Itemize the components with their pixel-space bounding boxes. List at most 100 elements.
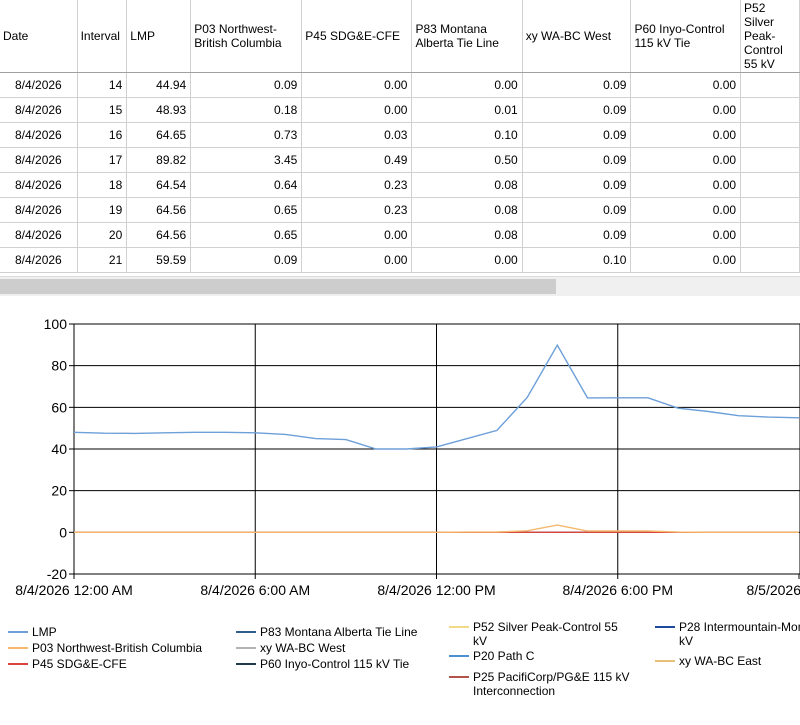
horizontal-scrollbar[interactable] [0, 276, 800, 296]
legend-item: P25 PacifiCorp/PG&E 115 kV Interconnectio… [449, 670, 630, 698]
cell-p52 [740, 147, 800, 173]
cell-lmp: 64.54 [126, 172, 192, 198]
y-tick-label: 60 [51, 399, 67, 415]
cell-p52 [740, 72, 800, 98]
cell-interval: 21 [77, 247, 128, 273]
y-tick-label: 40 [51, 441, 67, 457]
legend-item: P20 Path C [449, 649, 535, 663]
line-chart: 100 80 60 40 20 0 -20 8/4/2026 12:00 AM 8/4/202… [8, 316, 800, 698]
table-row[interactable]: 8/4/2026 16 64.65 0.73 0.03 0.10 0.09 0.00 [0, 122, 800, 148]
column-header-interval[interactable]: Interval [77, 0, 128, 73]
cell-p83: 0.50 [411, 147, 523, 173]
legend-item: LMP [8, 625, 57, 639]
cell-p83: 0.00 [411, 247, 523, 273]
legend-label: P83 Montana Alberta Tie Line [260, 625, 418, 639]
cell-date: 8/4/2026 [0, 72, 78, 98]
series-line [73, 343, 800, 450]
cell-p60: 0.00 [630, 247, 742, 273]
cell-p45: 0.00 [301, 247, 413, 273]
legend-item: xy WA-BC East [655, 654, 762, 668]
cell-xy: 0.09 [522, 72, 632, 98]
column-header-p45[interactable]: P45 SDG&E-CFE [301, 0, 413, 73]
x-tick-label: 8/4/2026 12:00 PM [377, 582, 495, 598]
cell-p45: 0.00 [301, 72, 413, 98]
cell-p60: 0.00 [630, 172, 742, 198]
y-tick-label: 20 [51, 483, 67, 499]
column-header-p03[interactable]: P03 Northwest-British Columbia [190, 0, 303, 73]
legend-item: P60 Inyo-Control 115 kV Tie [236, 657, 410, 671]
column-header-date[interactable]: Date [0, 0, 78, 73]
cell-p83: 0.10 [411, 122, 523, 148]
series-line [74, 524, 799, 534]
grid-body: 8/4/2026 14 44.94 0.09 0.00 0.00 0.09 0.00 8/4/2… [0, 72, 800, 273]
table-row[interactable]: 8/4/2026 17 89.82 3.45 0.49 0.50 0.09 0.00 [0, 147, 800, 173]
table-row[interactable]: 8/4/2026 18 64.54 0.64 0.23 0.08 0.09 0.00 [0, 172, 800, 198]
x-tick-label: 8/4/2026 6:00 AM [200, 582, 310, 598]
cell-p03: 0.65 [190, 222, 303, 248]
legend-label: LMP [32, 625, 57, 639]
cell-p60: 0.00 [630, 72, 742, 98]
cell-lmp: 44.94 [126, 72, 192, 98]
table-row[interactable]: 8/4/2026 15 48.93 0.18 0.00 0.01 0.09 0.00 [0, 97, 800, 123]
cell-p52 [740, 97, 800, 123]
data-grid[interactable]: Date Interval LMP P03 Northwest-British Col… [0, 0, 800, 296]
cell-p52 [740, 197, 800, 223]
legend-item: P45 SDG&E-CFE [8, 657, 127, 671]
legend-item: P03 Northwest-British Columbia [8, 641, 202, 655]
legend-label: P03 Northwest-British Columbia [32, 641, 202, 655]
grid-header-row: Date Interval LMP P03 Northwest-British Col… [0, 0, 800, 73]
legend-label: P52 Silver Peak-Control 55 kV [473, 620, 618, 648]
cell-p60: 0.00 [630, 197, 742, 223]
legend-item: xy WA-BC West [236, 641, 346, 655]
cell-interval: 18 [77, 172, 128, 198]
legend-label: P45 SDG&E-CFE [32, 657, 127, 671]
cell-p83: 0.00 [411, 72, 523, 98]
cell-lmp: 89.82 [126, 147, 192, 173]
column-header-xy[interactable]: xy WA-BC West [522, 0, 632, 73]
cell-p45: 0.23 [301, 172, 413, 198]
cell-p03: 0.09 [190, 247, 303, 273]
table-row[interactable]: 8/4/2026 19 64.56 0.65 0.23 0.08 0.09 0.00 [0, 197, 800, 223]
cell-p03: 0.65 [190, 197, 303, 223]
cell-p83: 0.08 [411, 222, 523, 248]
table-row[interactable]: 8/4/2026 14 44.94 0.09 0.00 0.00 0.09 0.00 [0, 72, 800, 98]
y-tick-label: -20 [47, 566, 67, 582]
x-tick-label: 8/4/2026 12:00 AM [15, 582, 133, 598]
legend-label: P28 Intermountain-Mona 345kV [679, 620, 800, 648]
cell-p45: 0.23 [301, 197, 413, 223]
cell-date: 8/4/2026 [0, 122, 78, 148]
cell-interval: 19 [77, 197, 128, 223]
y-tick-label: 0 [59, 524, 67, 540]
table-row[interactable]: 8/4/2026 21 59.59 0.09 0.00 0.00 0.10 0.00 [0, 247, 800, 273]
cell-xy: 0.09 [522, 172, 632, 198]
cell-lmp: 64.65 [126, 122, 192, 148]
cell-interval: 17 [77, 147, 128, 173]
column-header-p60[interactable]: P60 Inyo-Control 115 kV Tie [630, 0, 742, 73]
column-header-p52[interactable]: P52 Silver Peak-Control 55 kV [740, 0, 800, 73]
cell-p52 [740, 122, 800, 148]
cell-date: 8/4/2026 [0, 97, 78, 123]
legend-label: xy WA-BC West [260, 641, 346, 655]
cell-p60: 0.00 [630, 222, 742, 248]
cell-xy: 0.09 [522, 147, 632, 173]
cell-xy: 0.10 [522, 247, 632, 273]
legend-label: P60 Inyo-Control 115 kV Tie [260, 657, 410, 671]
cell-lmp: 64.56 [126, 197, 192, 223]
column-header-lmp[interactable]: LMP [126, 0, 192, 73]
cell-lmp: 64.56 [126, 222, 192, 248]
scrollbar-thumb[interactable] [0, 279, 556, 294]
cell-date: 8/4/2026 [0, 247, 78, 273]
column-header-p83[interactable]: P83 Montana Alberta Tie Line [411, 0, 523, 73]
cell-p52 [740, 247, 800, 273]
cell-p83: 0.08 [411, 172, 523, 198]
cell-p45: 0.00 [301, 97, 413, 123]
cell-p03: 0.09 [190, 72, 303, 98]
cell-p45: 0.00 [301, 222, 413, 248]
y-tick-label: 100 [44, 316, 68, 332]
cell-p03: 0.73 [190, 122, 303, 148]
cell-p03: 0.18 [190, 97, 303, 123]
table-row[interactable]: 8/4/2026 20 64.56 0.65 0.00 0.08 0.09 0.00 [0, 222, 800, 248]
cell-xy: 0.09 [522, 222, 632, 248]
cell-interval: 15 [77, 97, 128, 123]
cell-xy: 0.09 [522, 197, 632, 223]
